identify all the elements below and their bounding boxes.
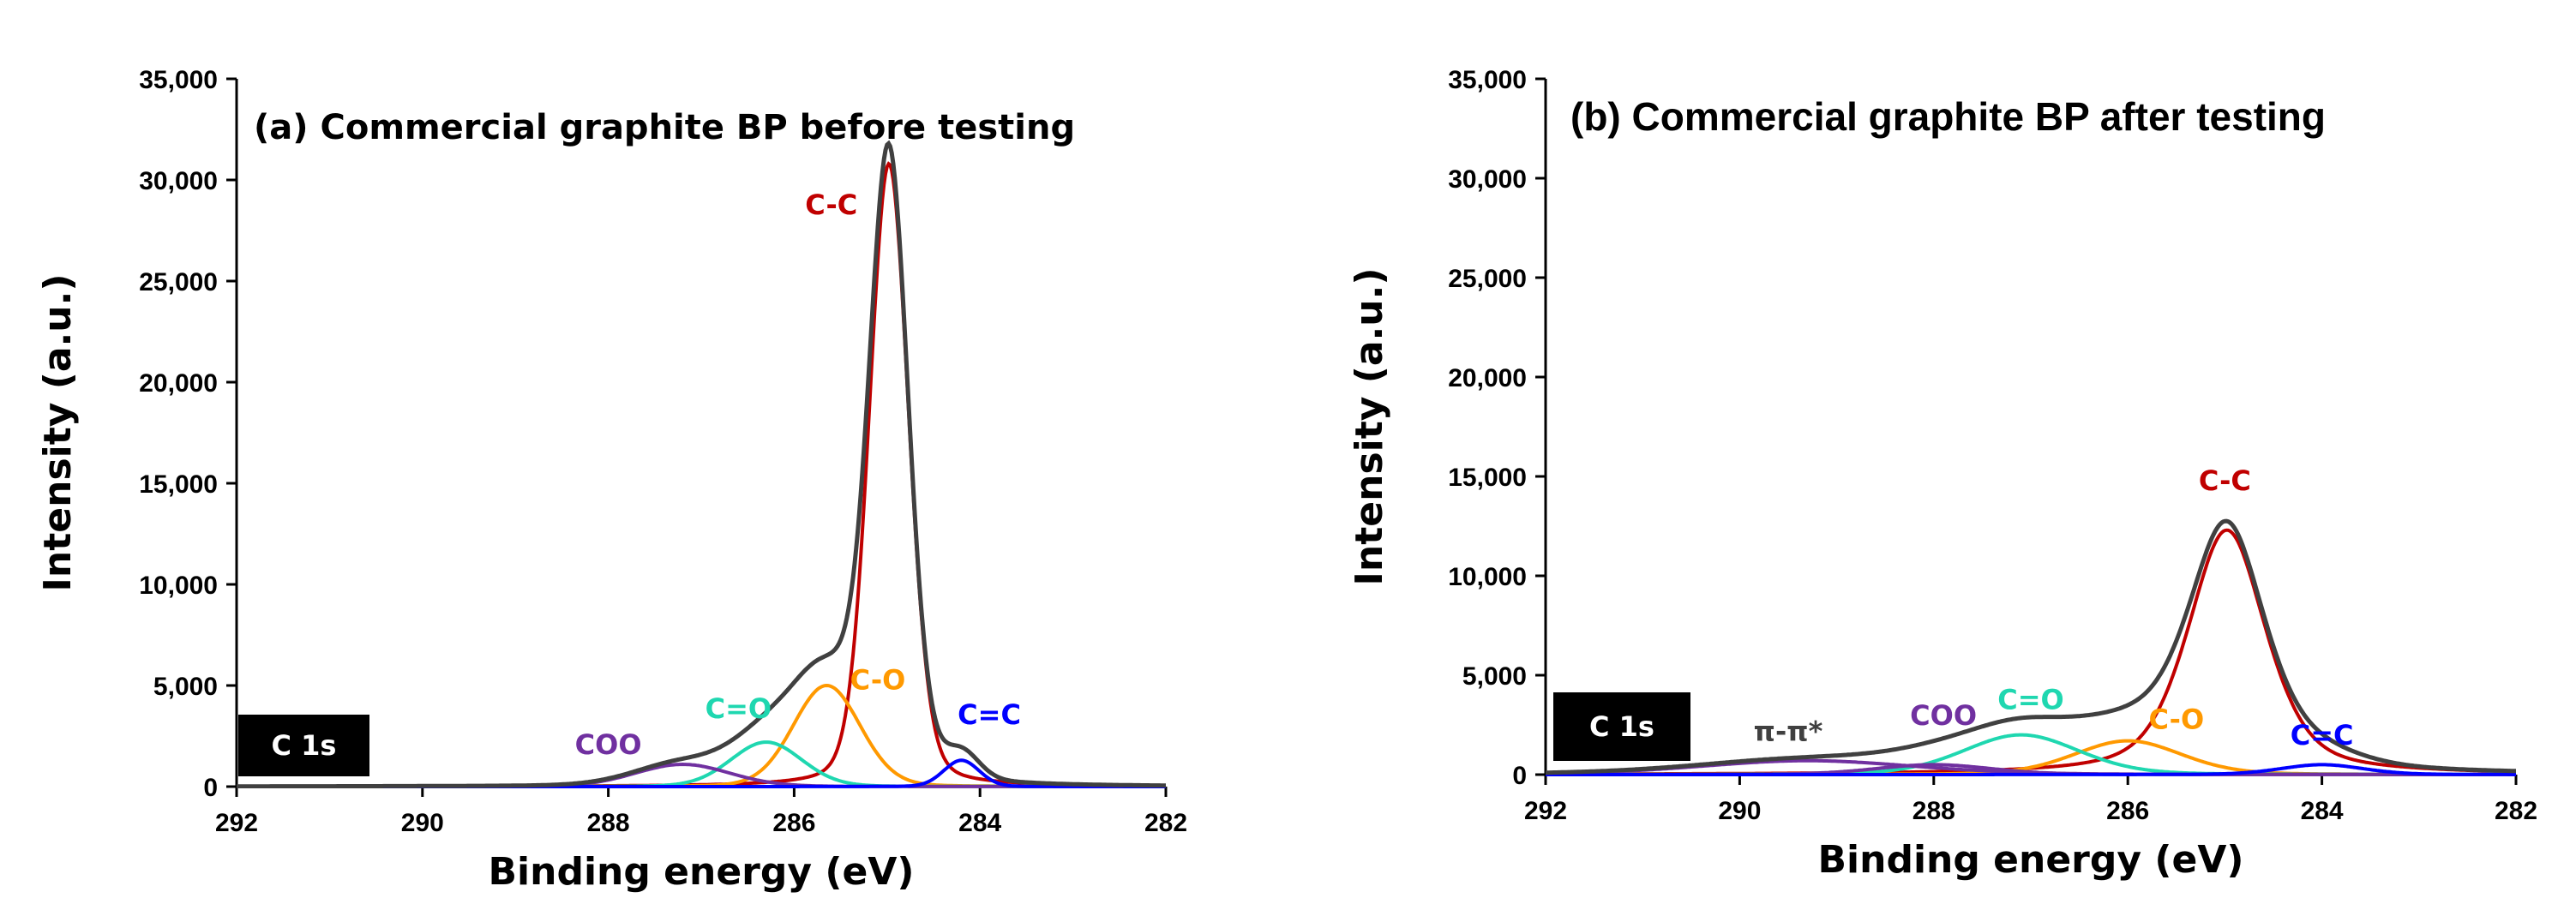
panel-a-title: (a) Commercial graphite BP before testin… (254, 108, 1075, 147)
panel-a-label-c-double-o: C=O (706, 692, 772, 725)
panel-b-peak-c-c (1546, 528, 2516, 776)
panel-a-x-tick-label: 282 (1144, 809, 1187, 837)
panel-b-title: (b) Commercial graphite BP after testing (1570, 94, 2326, 139)
panel-a-label-c-o: C-O (850, 664, 906, 697)
panel-b-x-tick-label: 284 (2301, 797, 2344, 825)
panel-a-x-tick-label: 292 (215, 809, 258, 837)
panel-a-y-tick-label: 5,000 (153, 673, 218, 701)
panel-b-x-tick-label: 290 (1718, 797, 1761, 825)
panel-b-x-axis-title: Binding energy (eV) (1818, 838, 2244, 882)
panel-b-badge (1553, 692, 1690, 761)
panel-a-y-tick-label: 15,000 (139, 470, 218, 499)
panel-b-label-c-o: C-O (2148, 703, 2204, 736)
panel-a-y-tick-label: 20,000 (139, 369, 218, 398)
panel-a-label-c-c: C-C (805, 189, 857, 221)
panel-a-x-tick-label: 290 (401, 809, 444, 837)
panel-a-y-axis-title: Intensity (a.u.) (36, 274, 80, 592)
panel-b-y-tick-label: 25,000 (1448, 265, 1527, 293)
panel-b-label-c-double-c: C=C (2291, 719, 2354, 751)
panel-b-x-tick-label: 292 (1524, 797, 1567, 825)
panel-b-y-tick-label: 20,000 (1448, 364, 1527, 392)
panel-b-x-tick-label: 288 (1912, 797, 1955, 825)
panel-b-envelope (1546, 518, 2516, 775)
panel-a-label-coo: COO (575, 728, 642, 761)
panel-b-x-tick-label: 282 (2495, 797, 2537, 825)
panel-b-y-tick-label: 10,000 (1448, 563, 1527, 591)
panel-a-y-tick-label: 30,000 (139, 167, 218, 195)
panel-b-curves (1546, 518, 2516, 776)
panel-a-y-tick-label: 10,000 (139, 572, 218, 600)
panel-b-y-tick-label: 30,000 (1448, 165, 1527, 194)
panel-a-x-tick-label: 286 (772, 809, 815, 837)
panel-b-label-coo: COO (1910, 699, 1977, 732)
panel-a-x-tick-label: 288 (587, 809, 630, 837)
panel-b-badge-label: C 1s (1589, 710, 1654, 743)
panel-a-x-axis-title: Binding energy (eV) (489, 850, 915, 894)
panel-b-x-tick-label: 286 (2106, 797, 2149, 825)
panel-a-badge (238, 715, 369, 776)
panel-b-y-tick-label: 0 (1512, 762, 1527, 790)
panel-b-y-tick-label: 35,000 (1448, 66, 1527, 94)
panel-a-y-tick-label: 35,000 (139, 66, 218, 94)
panel-a-curves (237, 140, 1166, 788)
panel-a-peak-c-c (237, 161, 1166, 788)
panel-a-chart: 0 5,000 10,000 15,000 20,000 25,000 30,000 35,0… (36, 66, 1187, 894)
panel-a-label-c-double-c: C=C (958, 698, 1021, 731)
panel-b-peak-c-double-c (1546, 763, 2516, 776)
panel-a-x-tick-label: 284 (958, 809, 1001, 837)
panel-b-label-c-double-o: C=O (1997, 683, 2064, 715)
panel-a-peak-c-o (237, 683, 1166, 788)
panel-a-y-tick-label: 25,000 (139, 268, 218, 296)
panel-b-label-pi-pistar: π-π* (1754, 715, 1823, 748)
panel-b-label-c-c: C-C (2199, 464, 2251, 497)
panel-b-chart: 0 5,000 10,000 15,000 20,000 25,000 30,000 35,0… (1348, 66, 2537, 882)
panel-a-envelope (237, 140, 1166, 788)
panel-b-y-tick-label: 5,000 (1462, 662, 1527, 691)
panel-a-badge-label: C 1s (272, 729, 337, 762)
panel-b-y-tick-label: 15,000 (1448, 464, 1527, 492)
panel-a-y-tick-label: 0 (203, 774, 218, 802)
panel-b-y-axis-title: Intensity (a.u.) (1348, 268, 1391, 586)
